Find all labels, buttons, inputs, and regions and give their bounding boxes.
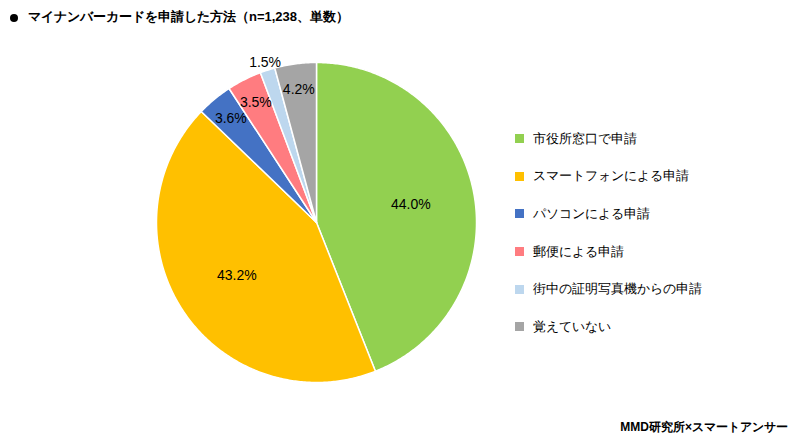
html-text:覚えていない: 覚えていない [533, 318, 611, 334]
svg-text:44.0%: 44.0% [391, 196, 431, 212]
html-text:パソコンによる申請: パソコンによる申請 [533, 206, 650, 221]
svg-text:3.6%: 3.6% [215, 110, 247, 126]
html-text:スマートフォンによる申請: スマートフォンによる申請 [533, 168, 689, 184]
svg-text:3.5%: 3.5% [240, 94, 272, 110]
svg-text:43.2%: 43.2% [217, 267, 257, 283]
html-text:MMD研究所×スマートアンサー: MMD研究所×スマートアンサー [620, 420, 788, 434]
html-text:マイナンバーカードを申請した方法（n=1,238、単数）: マイナンバーカードを申請した方法（n=1,238、単数） [28, 9, 350, 24]
svg-text:4.2%: 4.2% [283, 81, 315, 97]
html-text:街中の証明写真機からの申請: 街中の証明写真機からの申請 [533, 281, 702, 297]
svg-text:1.5%: 1.5% [249, 54, 281, 70]
html-text:市役所窓口で申請: 市役所窓口で申請 [533, 130, 637, 146]
html-text:郵便による申請: 郵便による申請 [533, 243, 624, 259]
